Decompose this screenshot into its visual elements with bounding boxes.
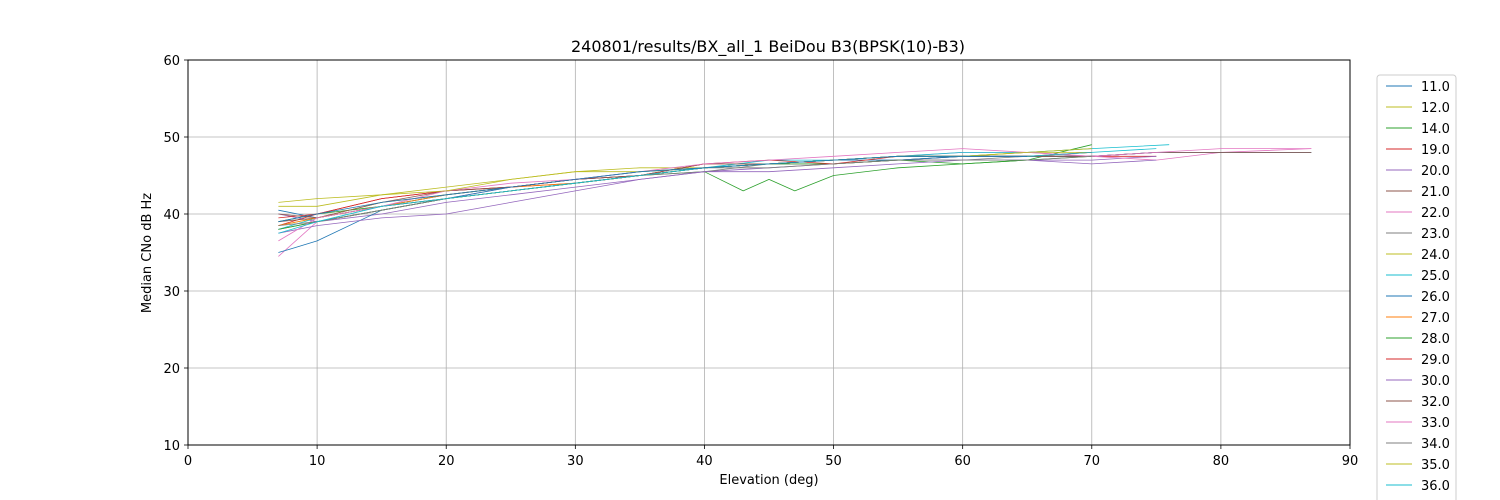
legend-entry-label: 28.0 (1421, 332, 1450, 347)
plot-lines (278, 144, 1312, 257)
series-line-36.0 (278, 148, 1157, 234)
y-tick-label: 20 (163, 362, 180, 377)
legend: 11.0 12.0 14.0 19.0 20.0 21.0 22.0 23.0 24.0 25.0… (1376, 74, 1457, 500)
legend-entry-label: 36.0 (1421, 479, 1450, 494)
y-tick-label: 50 (163, 131, 180, 146)
legend-entry-label: 26.0 (1421, 290, 1450, 305)
legend-entry-label: 21.0 (1421, 185, 1450, 200)
series-line-37.0 (278, 155, 1028, 223)
legend-entry-label: 23.0 (1421, 227, 1450, 242)
y-tick-label: 10 (163, 439, 180, 454)
legend-entry-label: 33.0 (1421, 416, 1450, 431)
x-tick-label: 80 (1213, 454, 1230, 469)
series-line-26.0 (278, 151, 1312, 253)
x-tick-label: 40 (696, 454, 713, 469)
series-line-29.0 (278, 152, 1092, 219)
x-tick-label: 30 (567, 454, 584, 469)
legend-entry-label: 19.0 (1421, 143, 1450, 158)
legend-entry-label: 27.0 (1421, 311, 1450, 326)
plot-area-frame (187, 59, 1351, 446)
series-line-11.0 (278, 152, 1157, 219)
chart-title: 240801/results/BX_all_1 BeiDou B3(BPSK(1… (571, 37, 965, 57)
legend-entry-label: 11.0 (1421, 80, 1450, 95)
x-tick-label: 20 (438, 454, 455, 469)
x-tick-label: 70 (1084, 454, 1101, 469)
legend-entry-label: 32.0 (1421, 395, 1450, 410)
legend-entry-label: 35.0 (1421, 458, 1450, 473)
legend-entry-label: 29.0 (1421, 353, 1450, 368)
legend-entry-label: 25.0 (1421, 269, 1450, 284)
x-tick-label: 10 (309, 454, 326, 469)
legend-entry-label: 34.0 (1421, 437, 1450, 452)
x-tick-label: 90 (1342, 454, 1359, 469)
series-line-33.0 (278, 148, 1312, 242)
legend-frame (1376, 74, 1457, 500)
y-tick-label: 60 (163, 54, 180, 69)
series-line-22.0 (278, 148, 1312, 257)
legend-entry-label: 30.0 (1421, 374, 1450, 389)
legend-entry-label: 14.0 (1421, 122, 1450, 137)
legend-entry-label: 24.0 (1421, 248, 1450, 263)
y-axis-label: Median CNo dB Hz (140, 193, 155, 313)
axis-ticks: 0 10 20 30 40 50 60 70 80 90 10 20 30 40 50 60 (163, 54, 1358, 469)
grid (187, 59, 1351, 446)
legend-entry-label: 12.0 (1421, 101, 1450, 116)
y-tick-label: 40 (163, 208, 180, 223)
series-line-25.0 (278, 144, 1170, 230)
series-line-35.0 (278, 148, 1092, 207)
x-tick-label: 50 (825, 454, 842, 469)
x-tick-label: 60 (954, 454, 971, 469)
x-tick-label: 0 (184, 454, 192, 469)
x-axis-label: Elevation (deg) (719, 473, 818, 488)
y-tick-label: 30 (163, 285, 180, 300)
series-line-34.0 (278, 155, 1092, 226)
legend-entry-label: 22.0 (1421, 206, 1450, 221)
legend-entry-label: 20.0 (1421, 164, 1450, 179)
